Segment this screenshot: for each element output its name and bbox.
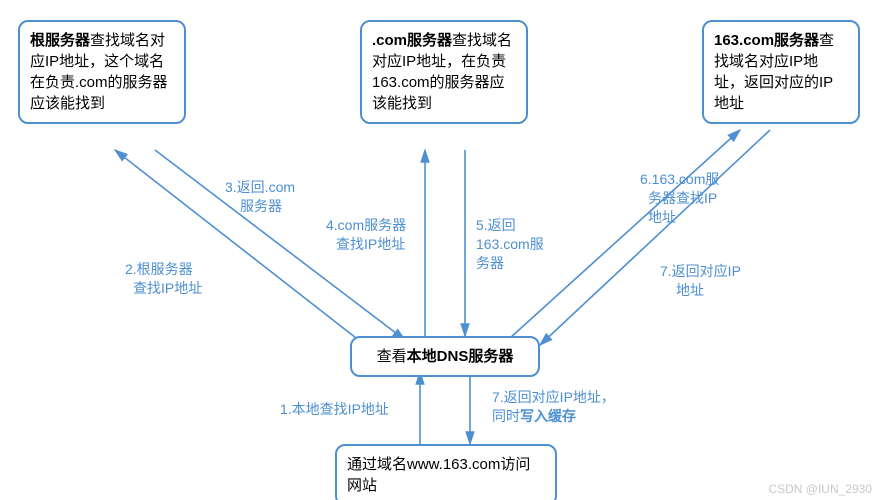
label-step5-a: 5.返回 (476, 216, 516, 235)
label-step4-a: 4.com服务器 (326, 216, 406, 235)
node-com-title: .com服务器 (372, 32, 452, 49)
label-step5-c: 务器 (476, 254, 504, 273)
node-local-dns: 查看本地DNS服务器 (350, 336, 540, 377)
label-step2-a: 2.根服务器 (125, 260, 193, 279)
label-step8: 7.返回对应IP地址，同时写入缓存 (492, 388, 615, 426)
label-step6-c: 地址 (648, 208, 676, 227)
edge-e6 (510, 130, 740, 338)
label-step6-b: 务器查找IP (648, 189, 717, 208)
label-step2-b: 查找IP地址 (133, 279, 202, 298)
node-root-title: 根服务器 (30, 32, 90, 49)
label-step6-a: 6.163.com服 (640, 170, 719, 189)
label-step3-a: 3.返回.com (225, 178, 295, 197)
node-com-server: .com服务器查找域名对应IP地址，在负责163.com的服务器应该能找到 (360, 20, 528, 124)
node-root-server: 根服务器查找域名对应IP地址，这个域名在负责.com的服务器应该能找到 (18, 20, 186, 124)
node-163-server: 163.com服务器查找域名对应IP地址，返回对应的IP地址 (702, 20, 860, 124)
label-step1: 1.本地查找IP地址 (280, 400, 389, 419)
edge-e7 (540, 130, 770, 345)
label-step5-b: 163.com服 (476, 235, 544, 254)
node-163-title: 163.com服务器 (714, 32, 819, 49)
watermark: CSDN @IUN_2930 (768, 482, 872, 496)
label-step3-b: 服务器 (240, 197, 282, 216)
label-step7-b: 地址 (676, 281, 704, 300)
label-step4-b: 查找IP地址 (336, 235, 405, 254)
node-client: 通过域名www.163.com访问网站 (335, 444, 557, 500)
node-client-text: 通过域名www.163.com访问网站 (347, 456, 530, 494)
node-local-text: 查看本地DNS服务器 (377, 348, 514, 365)
label-step7-a: 7.返回对应IP (660, 262, 741, 281)
